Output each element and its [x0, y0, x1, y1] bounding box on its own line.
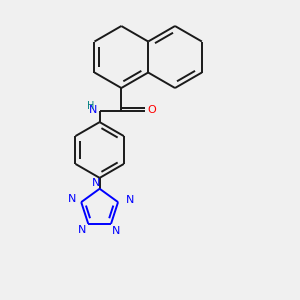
Text: N: N	[68, 194, 76, 204]
Text: N: N	[78, 225, 86, 236]
Text: O: O	[148, 106, 156, 116]
Text: N: N	[92, 178, 100, 188]
Text: N: N	[89, 106, 97, 116]
Text: N: N	[126, 195, 135, 205]
Text: H: H	[87, 101, 94, 111]
Text: N: N	[111, 226, 120, 236]
